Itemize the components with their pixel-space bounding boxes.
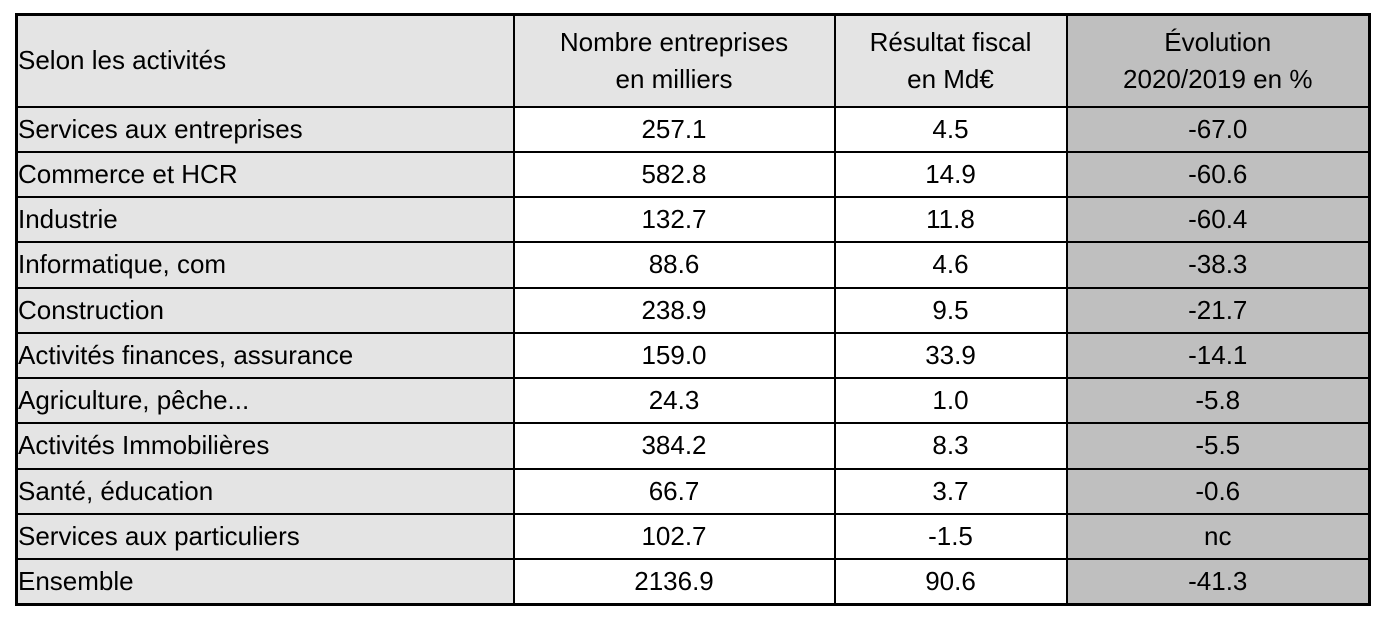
resultat-cell: 4.6 <box>833 241 1068 289</box>
nombre-cell: 88.6 <box>512 241 836 289</box>
header-row: Selon les activités Nombre entreprises e… <box>15 13 1371 108</box>
header-line-2: en milliers <box>615 63 733 94</box>
nombre-cell: 257.1 <box>512 105 836 153</box>
activity-cell: Informatique, com <box>15 241 515 289</box>
table-row: Agriculture, pêche... 24.3 1.0 -5.8 <box>15 377 1371 425</box>
resultat-cell: -1.5 <box>833 512 1068 561</box>
evolution-cell: -60.4 <box>1065 196 1371 244</box>
evolution-cell: -21.7 <box>1065 286 1371 334</box>
resultat-cell: 1.0 <box>833 377 1068 425</box>
header-line-1: Nombre entreprises <box>559 26 789 57</box>
table-row: Activités Immobilières 384.2 8.3 -5.5 <box>15 422 1371 470</box>
evolution-cell: -5.8 <box>1065 377 1371 425</box>
evolution-cell: -0.6 <box>1065 467 1371 515</box>
activity-cell: Services aux entreprises <box>15 105 515 153</box>
table-row: Services aux entreprises 257.1 4.5 -67.0 <box>15 105 1371 153</box>
evolution-cell: -67.0 <box>1065 105 1371 153</box>
header-line-1: Évolution <box>1164 26 1272 57</box>
evolution-cell: -41.3 <box>1065 558 1371 606</box>
resultat-cell: 90.6 <box>833 558 1068 606</box>
header-evolution: Évolution 2020/2019 en % <box>1065 13 1371 108</box>
evolution-cell: -60.6 <box>1065 150 1371 199</box>
table-row: Construction 238.9 9.5 -21.7 <box>15 286 1371 334</box>
header-nombre-entreprises: Nombre entreprises en milliers <box>512 13 836 108</box>
nombre-cell: 384.2 <box>512 422 836 470</box>
nombre-cell: 2136.9 <box>512 558 836 606</box>
resultat-cell: 11.8 <box>833 196 1068 244</box>
nombre-cell: 582.8 <box>512 150 836 199</box>
table-header: Selon les activités Nombre entreprises e… <box>15 13 1371 108</box>
table-row: Informatique, com 88.6 4.6 -38.3 <box>15 241 1371 289</box>
table-row: Commerce et HCR 582.8 14.9 -60.6 <box>15 150 1371 199</box>
activity-cell: Construction <box>15 286 515 334</box>
activity-cell: Ensemble <box>15 558 515 606</box>
table-row-ensemble: Ensemble 2136.9 90.6 -41.3 <box>15 558 1371 606</box>
resultat-cell: 14.9 <box>833 150 1068 199</box>
activity-cell: Santé, éducation <box>15 467 515 515</box>
header-line-2: en Md€ <box>907 63 994 94</box>
header-line-1: Résultat fiscal <box>869 26 1032 57</box>
table-body: Services aux entreprises 257.1 4.5 -67.0… <box>15 105 1371 606</box>
activity-cell: Agriculture, pêche... <box>15 377 515 425</box>
activity-cell: Activités Immobilières <box>15 422 515 470</box>
table-row: Santé, éducation 66.7 3.7 -0.6 <box>15 467 1371 515</box>
header-line-2: 2020/2019 en % <box>1123 63 1313 94</box>
nombre-cell: 24.3 <box>512 377 836 425</box>
nombre-cell: 66.7 <box>512 467 836 515</box>
activity-cell: Activités finances, assurance <box>15 331 515 380</box>
activity-cell: Industrie <box>15 196 515 244</box>
nombre-cell: 132.7 <box>512 196 836 244</box>
evolution-cell: -38.3 <box>1065 241 1371 289</box>
nombre-cell: 238.9 <box>512 286 836 334</box>
table-row: Services aux particuliers 102.7 -1.5 nc <box>15 512 1371 561</box>
header-activities: Selon les activités <box>15 13 515 108</box>
evolution-cell: -14.1 <box>1065 331 1371 380</box>
resultat-cell: 4.5 <box>833 105 1068 153</box>
nombre-cell: 102.7 <box>512 512 836 561</box>
nombre-cell: 159.0 <box>512 331 836 380</box>
evolution-cell: -5.5 <box>1065 422 1371 470</box>
resultat-cell: 8.3 <box>833 422 1068 470</box>
evolution-cell: nc <box>1065 512 1371 561</box>
header-resultat-fiscal: Résultat fiscal en Md€ <box>833 13 1068 108</box>
table-row: Industrie 132.7 11.8 -60.4 <box>15 196 1371 244</box>
activity-cell: Commerce et HCR <box>15 150 515 199</box>
resultat-cell: 9.5 <box>833 286 1068 334</box>
resultat-cell: 3.7 <box>833 467 1068 515</box>
resultat-cell: 33.9 <box>833 331 1068 380</box>
activities-table: Selon les activités Nombre entreprises e… <box>15 13 1371 606</box>
table-row: Activités finances, assurance 159.0 33.9… <box>15 331 1371 380</box>
activity-cell: Services aux particuliers <box>15 512 515 561</box>
